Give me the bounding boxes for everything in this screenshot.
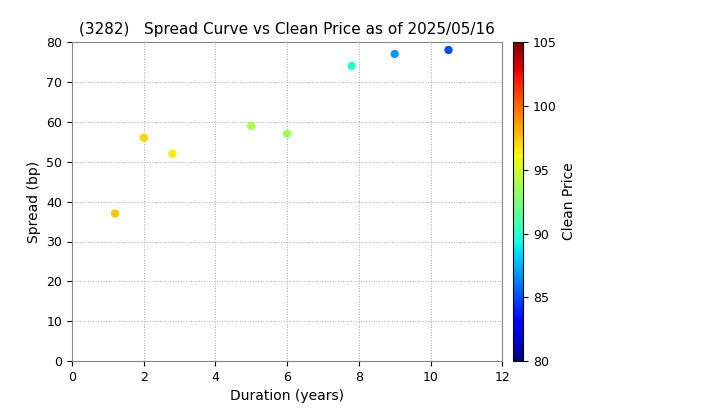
Point (138, 134, 150, 141)
Title: (3282)   Spread Curve vs Clean Price as of 2025/05/16: (3282) Spread Curve vs Clean Price as of… (79, 22, 495, 37)
Y-axis label: Clean Price: Clean Price (562, 163, 577, 241)
Point (246, 122, 257, 129)
Point (443, 47, 454, 53)
Point (282, 130, 293, 137)
X-axis label: Duration (years): Duration (years) (230, 389, 344, 404)
Y-axis label: Spread (bp): Spread (bp) (27, 160, 41, 243)
Point (109, 210, 121, 217)
Point (166, 150, 178, 157)
Point (346, 63, 357, 69)
Point (389, 50, 400, 57)
